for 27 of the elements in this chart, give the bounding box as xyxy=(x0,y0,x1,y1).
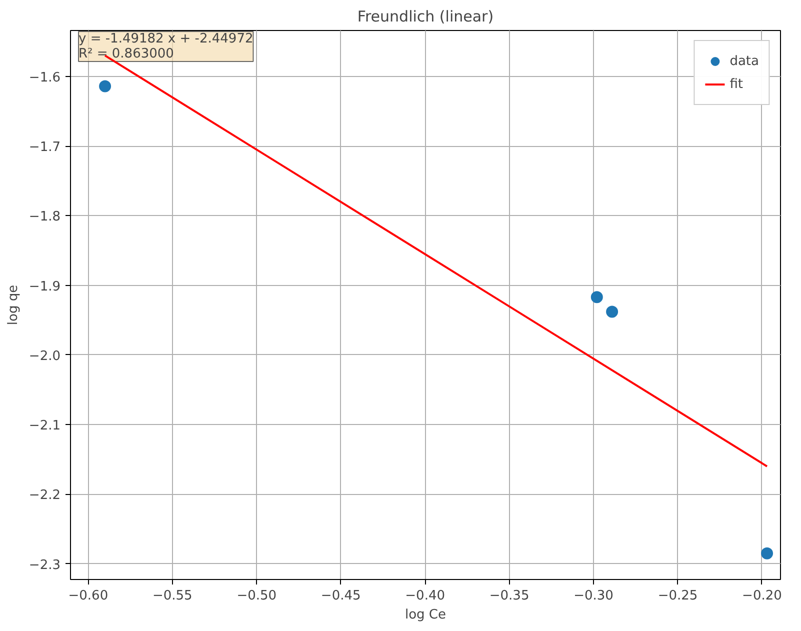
annotation: y = -1.49182 x + -2.44972 R² = 0.863000 xyxy=(78,32,254,62)
y-tick-label: −1.9 xyxy=(28,279,61,294)
y-tick-label: −1.8 xyxy=(28,210,61,225)
x-tick-label: −0.30 xyxy=(574,588,614,604)
y-axis-title: log qe xyxy=(6,284,21,326)
x-tick-label: −0.55 xyxy=(152,588,192,604)
x-tick-label: −0.20 xyxy=(742,588,782,604)
x-tick-label: −0.35 xyxy=(489,588,530,604)
y-tick-label: −2.3 xyxy=(28,558,61,573)
x-tick-label: −0.45 xyxy=(320,588,361,604)
legend-label: fit xyxy=(730,76,744,92)
y-tick-label: −1.6 xyxy=(28,70,61,86)
point xyxy=(590,291,603,304)
point xyxy=(761,547,774,560)
y-tick-label: −2.1 xyxy=(28,418,61,434)
legend-label: data xyxy=(730,54,759,68)
chart-title: Freundlich (linear) xyxy=(357,8,494,26)
x-tick-label: −0.25 xyxy=(658,588,698,604)
x-axis-title: log Ce xyxy=(404,608,446,622)
y-tick-label: −2.0 xyxy=(28,348,61,364)
point xyxy=(606,306,618,318)
y-tick-label: −1.7 xyxy=(28,140,61,156)
point xyxy=(99,80,112,92)
x-tick-label: −0.60 xyxy=(68,588,108,604)
y-tick-label: −2.2 xyxy=(28,488,61,504)
x-tick-label: −0.50 xyxy=(236,588,277,604)
x-tick-label: −0.40 xyxy=(405,588,446,604)
